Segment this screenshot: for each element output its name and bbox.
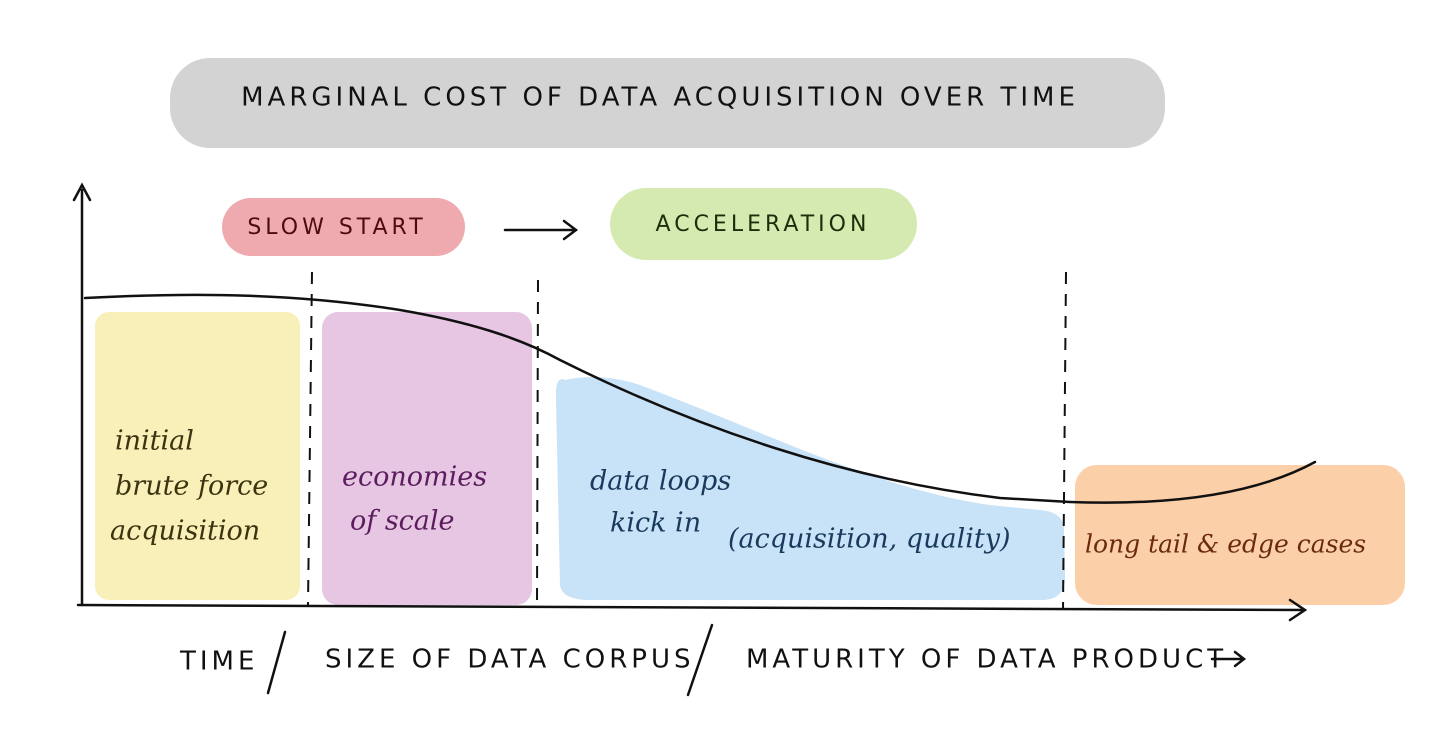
phase-pill [222,198,465,256]
separator [266,630,287,695]
x-axis [76,598,1308,622]
title: MARGINAL COST OF DATA ACQUISITION OVER T… [241,83,1079,113]
y-axis [72,182,92,607]
region-label: acquisition [110,516,260,547]
divider [307,271,313,606]
region-fill [322,312,532,605]
phase-label: ACCELERATION [656,212,871,237]
region-label: kick in [610,508,701,539]
region-fill [555,376,1066,600]
x-axis-label: TIME [179,647,258,677]
region-label: (acquisition, quality) [728,524,1011,555]
separator [686,623,714,697]
region-label: long tail & edge cases [1085,530,1366,559]
region-label: of scale [350,506,455,537]
phase-label: SLOW START [247,215,426,240]
title-pill [170,58,1165,148]
arrow [1210,650,1247,668]
region-label: data loops [590,466,731,497]
region-label: economies [342,462,487,493]
x-axis-label: SIZE OF DATA CORPUS [325,645,695,675]
arrow [503,219,579,241]
phase-pill [610,188,917,260]
divider [536,279,539,606]
region-fill [95,312,300,600]
region-label: brute force [115,471,268,502]
x-axis-label: MATURITY OF DATA PRODUCT [746,645,1227,675]
cost-curve [83,293,1317,504]
region-label: initial [115,426,194,457]
